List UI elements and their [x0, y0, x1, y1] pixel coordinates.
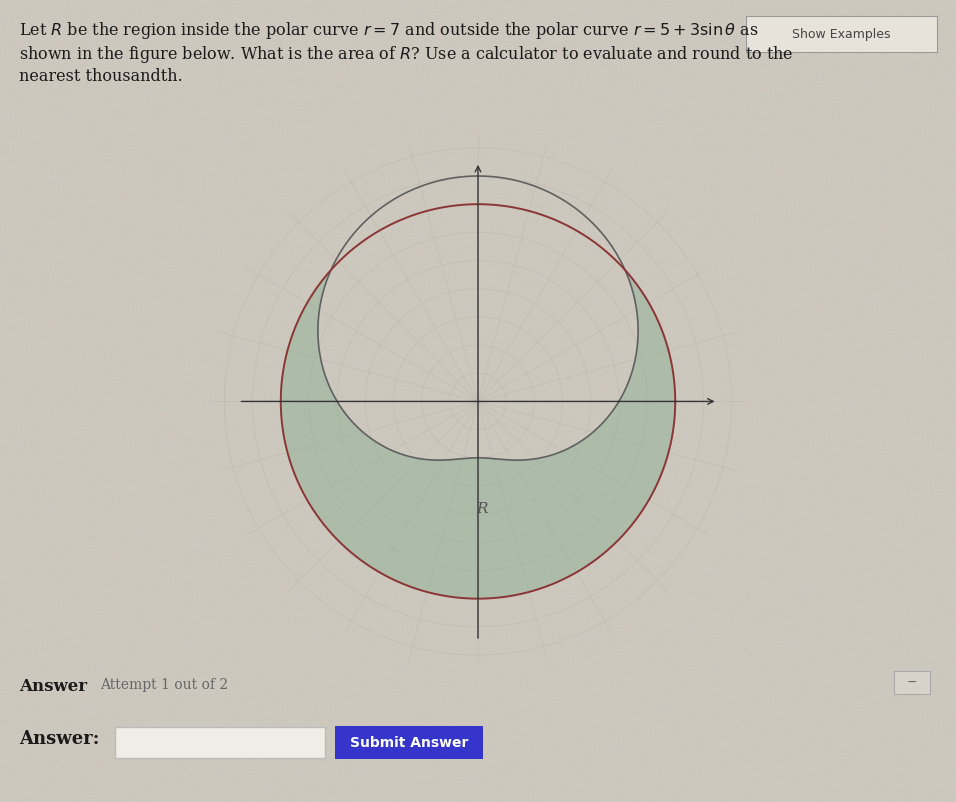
Text: shown in the figure below. What is the area of $R$? Use a calculator to evaluate: shown in the figure below. What is the a… [19, 44, 793, 65]
Text: Attempt 1 out of 2: Attempt 1 out of 2 [100, 678, 228, 691]
Text: Answer: Answer [19, 678, 87, 695]
Text: Show Examples: Show Examples [792, 27, 891, 41]
Text: −: − [907, 676, 917, 689]
Text: Submit Answer: Submit Answer [350, 735, 467, 750]
Text: R: R [476, 501, 488, 516]
Text: Answer:: Answer: [19, 730, 99, 747]
Text: nearest thousandth.: nearest thousandth. [19, 68, 183, 85]
Text: Let $R$ be the region inside the polar curve $r = 7$ and outside the polar curve: Let $R$ be the region inside the polar c… [19, 20, 759, 41]
Polygon shape [281, 270, 675, 598]
